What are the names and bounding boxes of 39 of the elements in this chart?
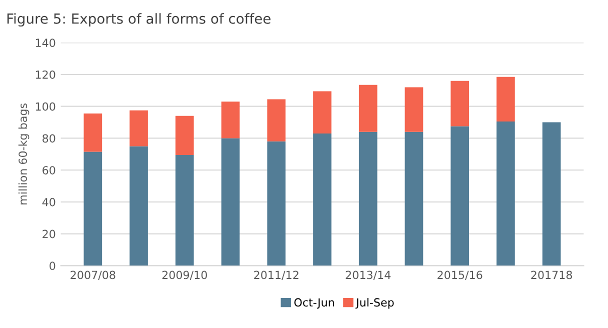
bar bbox=[450, 80, 470, 126]
y-tick-label: 0 bbox=[50, 262, 56, 270]
bar bbox=[496, 122, 515, 266]
bar bbox=[267, 99, 286, 142]
bar bbox=[130, 110, 148, 146]
y-axis-title: million 60-kg bags bbox=[18, 103, 30, 204]
legend-label: Jul-Sep bbox=[355, 298, 394, 309]
y-tick-label: 80 bbox=[42, 134, 56, 143]
x-tick-label: 2013/14 bbox=[346, 270, 391, 280]
x-tick-label: 201718 bbox=[531, 270, 572, 280]
bar bbox=[267, 141, 286, 266]
bar bbox=[313, 133, 332, 266]
y-tick-label: 40 bbox=[42, 198, 56, 206]
bar bbox=[404, 87, 424, 132]
bar bbox=[358, 84, 378, 132]
bar bbox=[130, 146, 148, 266]
bar bbox=[358, 132, 378, 266]
y-tick-label: 100 bbox=[36, 102, 56, 111]
x-tick-label: 2011/12 bbox=[254, 270, 298, 280]
legend-label: Oct-Jun bbox=[294, 298, 334, 309]
y-tick-label: 60 bbox=[42, 166, 56, 174]
x-tick-label: 2009/10 bbox=[162, 270, 207, 280]
y-tick-label: 20 bbox=[42, 230, 56, 238]
bar bbox=[496, 76, 515, 122]
chart-title: Figure 5: Exports of all forms of coffee bbox=[7, 13, 270, 27]
bar bbox=[542, 122, 561, 266]
bar bbox=[313, 91, 332, 134]
x-tick-label: 2015/16 bbox=[438, 270, 482, 280]
bar bbox=[175, 154, 194, 266]
bar bbox=[450, 126, 470, 266]
x-tick-label: 2007/08 bbox=[70, 270, 116, 280]
bar bbox=[84, 152, 102, 266]
y-tick-label: 140 bbox=[36, 38, 56, 48]
bar bbox=[221, 102, 240, 138]
bar bbox=[175, 116, 194, 155]
bar bbox=[404, 132, 424, 266]
bar bbox=[221, 138, 240, 266]
y-tick-label: 120 bbox=[36, 70, 56, 79]
bar bbox=[84, 114, 102, 152]
